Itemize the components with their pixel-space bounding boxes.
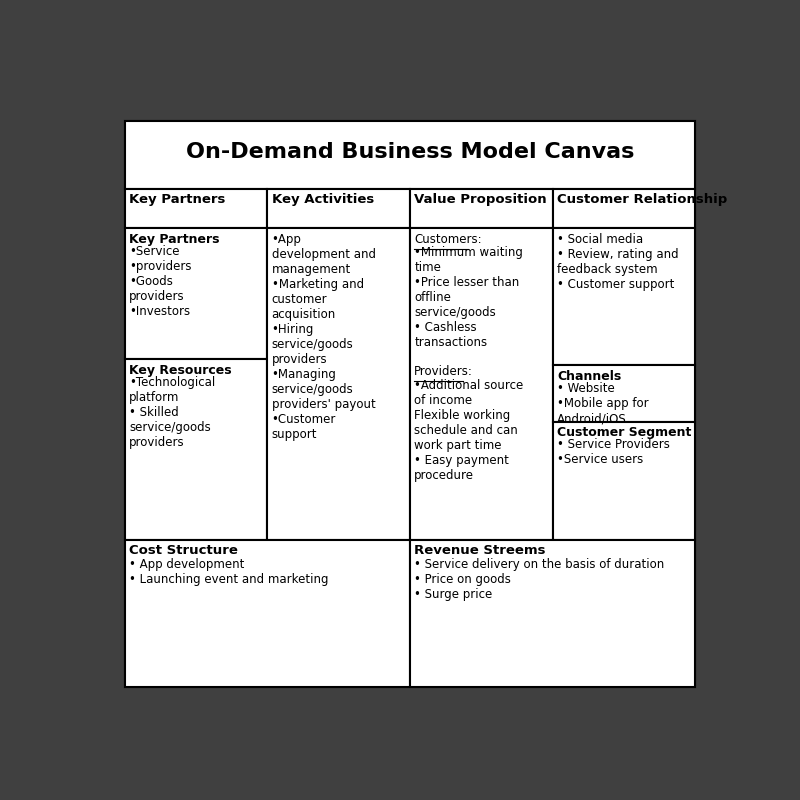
Text: Key Partners: Key Partners xyxy=(129,233,220,246)
Text: On-Demand Business Model Canvas: On-Demand Business Model Canvas xyxy=(186,142,634,162)
Polygon shape xyxy=(125,121,695,189)
Text: •Additional source
of income
Flexible working
schedule and can
work part time
• : •Additional source of income Flexible wo… xyxy=(414,378,523,482)
Polygon shape xyxy=(553,366,695,422)
Text: •Minimum waiting
time
•Price lesser than
offline
service/goods
• Cashless
transa: •Minimum waiting time •Price lesser than… xyxy=(414,246,523,349)
Text: Key Resources: Key Resources xyxy=(129,363,232,377)
Polygon shape xyxy=(125,540,410,687)
Text: • Service delivery on the basis of duration
• Price on goods
• Surge price: • Service delivery on the basis of durat… xyxy=(414,558,665,602)
Polygon shape xyxy=(410,540,695,687)
Text: • App development
• Launching event and marketing: • App development • Launching event and … xyxy=(129,558,329,586)
Polygon shape xyxy=(410,189,553,228)
Text: Cost Structure: Cost Structure xyxy=(129,544,238,558)
Polygon shape xyxy=(553,228,695,366)
Text: Value Proposition: Value Proposition xyxy=(414,193,547,206)
Text: • Service Providers
•Service users: • Service Providers •Service users xyxy=(557,438,670,466)
Text: Key Activities: Key Activities xyxy=(272,193,374,206)
Polygon shape xyxy=(553,189,695,228)
Polygon shape xyxy=(267,228,410,540)
Text: Revenue Streems: Revenue Streems xyxy=(414,544,546,558)
Text: •App
development and
management
•Marketing and
customer
acquisition
•Hiring
serv: •App development and management •Marketi… xyxy=(272,233,376,441)
Text: • Website
•Mobile app for
Android/iOS: • Website •Mobile app for Android/iOS xyxy=(557,382,649,425)
Polygon shape xyxy=(410,228,553,540)
Polygon shape xyxy=(125,228,267,359)
Polygon shape xyxy=(125,189,267,228)
Polygon shape xyxy=(125,121,695,687)
Text: Key Partners: Key Partners xyxy=(129,193,226,206)
Text: •Technological
platform
• Skilled
service/goods
providers: •Technological platform • Skilled servic… xyxy=(129,376,215,449)
Polygon shape xyxy=(267,189,410,228)
Text: Customers:: Customers: xyxy=(414,233,482,246)
Text: Providers:: Providers: xyxy=(414,365,474,378)
Text: Channels: Channels xyxy=(557,370,621,382)
Text: •Service
•providers
•Goods
providers
•Investors: •Service •providers •Goods providers •In… xyxy=(129,245,192,318)
Text: • Social media
• Review, rating and
feedback system
• Customer support: • Social media • Review, rating and feed… xyxy=(557,233,678,290)
Text: Customer Relationship: Customer Relationship xyxy=(557,193,727,206)
Text: Customer Segment: Customer Segment xyxy=(557,426,691,439)
Polygon shape xyxy=(125,359,267,540)
Polygon shape xyxy=(553,422,695,540)
